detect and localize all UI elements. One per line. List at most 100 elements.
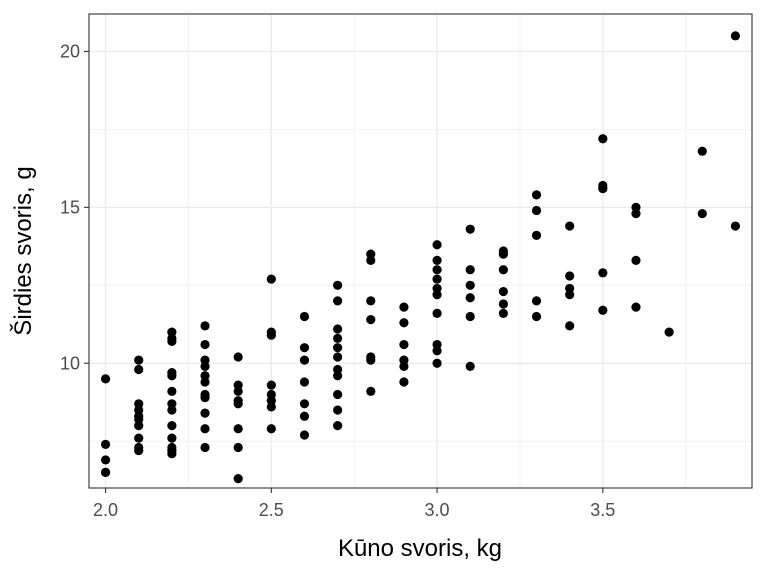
data-point [299, 411, 310, 421]
data-point [167, 336, 177, 347]
y-tick-label: 10 [60, 353, 80, 373]
y-tick-label: 20 [60, 41, 80, 61]
data-point [134, 364, 144, 375]
data-point [333, 280, 343, 290]
data-point [531, 311, 542, 322]
data-point [266, 274, 276, 284]
data-point [134, 445, 144, 456]
data-point [299, 311, 310, 322]
data-point [465, 280, 475, 290]
data-point [432, 255, 442, 265]
data-point [100, 455, 111, 465]
plot-panel [89, 14, 752, 488]
data-point [333, 333, 343, 343]
data-point [366, 315, 376, 325]
data-point [233, 442, 243, 453]
data-point [498, 299, 508, 309]
data-point [200, 377, 210, 387]
data-point [531, 205, 542, 216]
y-axis: 10 15 20 [60, 41, 89, 373]
y-tick-label: 15 [60, 197, 80, 217]
data-point [565, 321, 575, 331]
data-point [233, 424, 243, 434]
data-point [366, 296, 376, 306]
data-point [399, 302, 409, 312]
data-point [200, 424, 210, 434]
data-point [333, 421, 343, 431]
data-point [399, 361, 409, 371]
data-point [399, 318, 409, 328]
data-point [134, 433, 144, 443]
data-point [531, 230, 542, 241]
data-points [100, 31, 741, 484]
data-point [333, 405, 343, 415]
minor-gridlines [89, 14, 752, 488]
data-point [100, 374, 111, 384]
data-point [100, 467, 111, 478]
data-point [498, 249, 508, 259]
data-point [167, 371, 177, 381]
data-point [200, 321, 210, 331]
data-point [697, 146, 707, 156]
data-point [366, 255, 376, 265]
data-point [465, 224, 475, 234]
data-point [233, 399, 243, 409]
data-point [498, 286, 508, 297]
x-tick-label: 2.0 [93, 500, 118, 520]
data-point [167, 449, 177, 459]
data-point [465, 361, 475, 371]
data-point [233, 386, 243, 396]
data-point [333, 352, 343, 362]
data-point [200, 408, 210, 418]
data-point [200, 442, 210, 453]
data-point [167, 405, 177, 415]
data-point [432, 274, 442, 284]
data-point [134, 421, 144, 431]
data-point [432, 346, 442, 356]
data-point [266, 402, 276, 412]
data-point [266, 424, 276, 434]
data-point [333, 324, 343, 334]
data-point [299, 377, 310, 387]
data-point [233, 352, 243, 362]
data-point [200, 339, 210, 350]
data-point [399, 377, 409, 387]
data-point [299, 355, 310, 365]
data-point [299, 399, 310, 409]
data-point [366, 386, 376, 396]
data-point [730, 31, 741, 41]
data-point [100, 439, 111, 449]
data-point [299, 430, 310, 440]
x-tick-label: 3.0 [425, 500, 450, 520]
data-point [167, 421, 177, 431]
data-point [266, 330, 276, 340]
data-point [531, 296, 542, 306]
data-point [565, 221, 575, 231]
data-point [565, 271, 575, 281]
data-point [565, 290, 575, 300]
data-point [598, 134, 608, 144]
data-point [465, 293, 475, 303]
data-point [598, 305, 608, 315]
data-point [498, 265, 508, 275]
data-point [598, 184, 608, 194]
data-point [333, 296, 343, 306]
data-point [399, 339, 409, 350]
data-point [333, 343, 343, 353]
data-point [233, 474, 243, 484]
data-point [432, 290, 442, 300]
x-axis: 2.0 2.5 3.0 3.5 [93, 488, 615, 520]
data-point [167, 386, 177, 396]
data-point [631, 255, 641, 265]
data-point [167, 433, 177, 443]
data-point [531, 190, 542, 200]
x-tick-label: 2.5 [259, 500, 284, 520]
data-point [730, 221, 741, 231]
x-axis-title: Kūno svoris, kg [338, 535, 502, 562]
data-point [697, 208, 707, 219]
data-point [432, 358, 442, 368]
data-point [432, 265, 442, 275]
data-point [200, 361, 210, 371]
data-point [664, 327, 674, 337]
